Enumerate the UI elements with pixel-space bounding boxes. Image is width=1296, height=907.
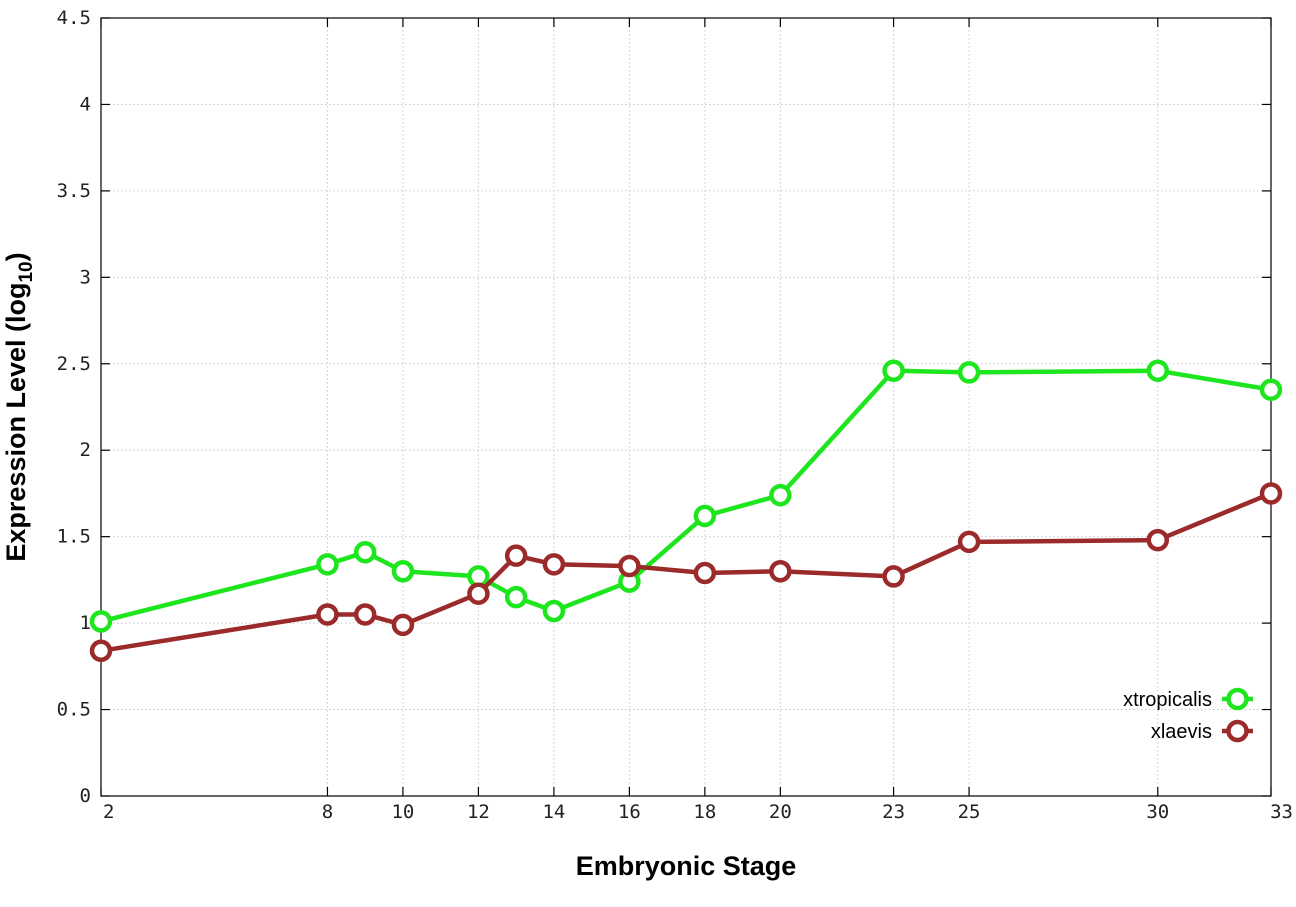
y-axis-title-subscript: 10 [16,261,37,282]
x-axis-title: Embryonic Stage [576,851,797,881]
legend-label: xlaevis [1151,721,1212,743]
data-point [504,544,528,567]
series-line-xlaevis [100,491,1272,654]
data-point [467,582,490,605]
y-tick-label: 4.5 [57,7,91,29]
data-point [542,553,566,576]
x-tick-label: 30 [1146,801,1169,823]
y-tick-label: 2 [80,439,91,461]
y-axis-title-close: ) [1,252,31,261]
grid [101,18,1271,796]
y-tick-label: 0 [80,785,91,807]
series-xlaevis [89,482,1283,663]
data-point [1146,359,1170,382]
legend-item-xlaevis: xlaevis [1151,719,1253,743]
data-point [882,565,905,588]
x-tick-label: 25 [958,801,981,823]
data-point [316,553,339,576]
y-tick-label: 3.5 [57,180,91,202]
x-tick-label: 12 [467,801,490,823]
data-point [769,559,792,583]
x-tick-label: 10 [391,801,414,823]
data-point [353,540,377,564]
y-tick-label: 1 [80,612,91,634]
x-tick-label: 14 [542,801,565,823]
data-point [89,610,113,633]
x-tick-label: 18 [693,801,716,823]
y-tick-label: 1.5 [57,526,91,548]
data-point [769,483,792,507]
y-axis-title: Expression Level (log10) [1,252,37,561]
x-tick-label: 20 [769,801,792,823]
series-xtropicalis [89,359,1283,633]
series-line-xtropicalis [100,368,1272,624]
data-point [1146,528,1170,552]
data-point [542,599,566,623]
data-point [1259,378,1283,401]
y-tick-label: 3 [80,266,91,288]
x-tick-label: 2 [103,801,114,823]
legend-marker [1226,687,1249,711]
data-point [957,361,981,384]
data-point [316,603,339,626]
legend-item-xtropicalis: xtropicalis [1123,687,1253,711]
y-tick-label: 0.5 [57,699,91,721]
data-point [391,613,415,637]
axis-ticks: 0 0.5 1 1.5 2 2.5 3 3.5 4 4.5 2 8 10 12 14 16 18 20 23 25 30… [57,7,1293,823]
data-point [957,530,981,554]
x-tick-label: 16 [618,801,641,823]
data-point [618,554,641,578]
data-point [693,561,717,585]
legend: xtropicalis xlaevis [1123,687,1253,743]
series-layer [89,359,1283,663]
data-point [693,504,717,528]
data-point [89,639,113,663]
data-point [1259,482,1283,505]
y-axis-title-main: Expression Level (log [1,283,31,562]
x-tick-label: 23 [882,801,905,823]
legend-marker [1226,719,1249,743]
x-tick-label: 8 [322,801,333,823]
plot-frame [100,17,1272,797]
legend-label: xtropicalis [1123,689,1212,711]
data-point [504,585,528,609]
y-tick-label: 4 [80,93,91,115]
y-tick-label: 2.5 [57,353,91,375]
data-point [353,603,377,626]
data-point [882,359,905,382]
data-point [391,559,415,583]
x-tick-label: 33 [1270,801,1293,823]
